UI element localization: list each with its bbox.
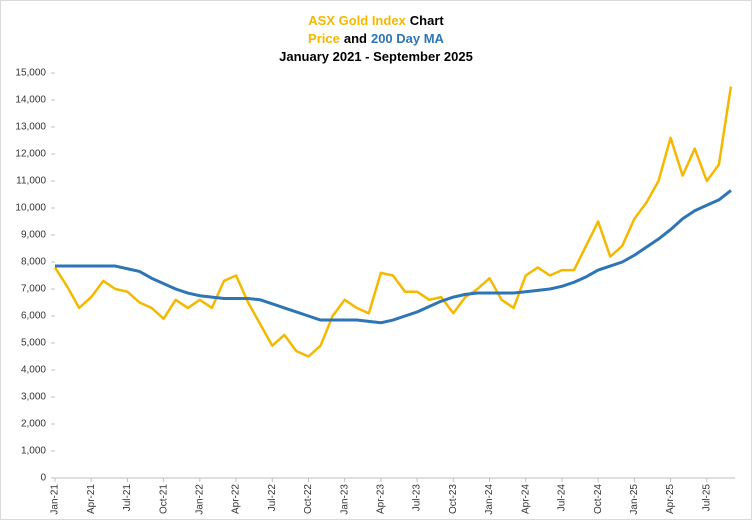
y-tick-label: 10,000 [15, 203, 46, 214]
y-tick-label: 3,000 [21, 392, 46, 403]
x-tick-label: Oct-23 [448, 484, 459, 514]
x-tick-label: Jul-25 [701, 484, 712, 512]
y-tick-label: 1,000 [21, 446, 46, 457]
y-tick-label: 12,000 [15, 149, 46, 160]
x-tick-label: Jan-25 [629, 484, 640, 515]
y-tick-label: 9,000 [21, 230, 46, 241]
x-tick-label: Apr-22 [231, 484, 242, 514]
title-part: January 2021 - September 2025 [279, 49, 473, 64]
x-tick-label: Apr-25 [665, 484, 676, 514]
title-part: Chart [410, 13, 445, 28]
x-tick-label: Jan-21 [50, 484, 61, 515]
title-part: and [344, 31, 367, 46]
y-tick-label: 4,000 [21, 365, 46, 376]
x-tick-label: Oct-21 [158, 484, 169, 514]
y-tick-label: 11,000 [16, 176, 46, 187]
y-tick-label: 13,000 [15, 122, 46, 133]
x-tick-label: Jul-21 [122, 484, 133, 512]
y-tick-label: 6,000 [21, 311, 46, 322]
chart-title: Price and 200 Day MA [308, 31, 445, 46]
y-tick-label: 7,000 [21, 284, 46, 295]
x-tick-label: Jan-22 [194, 484, 205, 515]
x-tick-label: Apr-24 [520, 484, 531, 514]
chart-title: January 2021 - September 2025 [279, 49, 473, 64]
chart-title: ASX Gold Index Chart [308, 13, 444, 28]
series-line [55, 189, 732, 325]
x-tick-label: Apr-21 [86, 484, 97, 514]
x-tick-label: Apr-23 [376, 484, 387, 514]
series-line [53, 86, 733, 358]
title-part: ASX Gold Index [308, 13, 406, 28]
x-tick-label: Jan-23 [339, 484, 350, 515]
y-tick-label: 15,000 [15, 68, 46, 79]
x-tick-label: Oct-22 [303, 484, 314, 514]
x-tick-label: Jul-22 [267, 484, 278, 512]
y-tick-label: 14,000 [15, 95, 46, 106]
x-tick-label: Jul-23 [412, 484, 423, 512]
y-tick-label: 0 [40, 473, 46, 484]
x-tick-label: Jan-24 [484, 484, 495, 515]
title-part: Price [308, 31, 340, 46]
title-part: 200 Day MA [371, 31, 445, 46]
y-tick-label: 5,000 [21, 338, 46, 349]
x-tick-label: Oct-24 [593, 484, 604, 514]
y-tick-label: 2,000 [21, 419, 46, 430]
y-tick-label: 8,000 [21, 257, 46, 268]
x-tick-label: Jul-24 [557, 484, 568, 512]
